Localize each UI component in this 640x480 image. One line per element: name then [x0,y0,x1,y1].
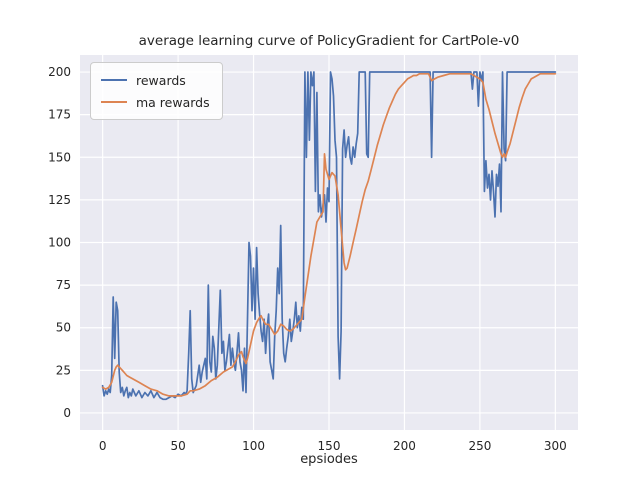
rewards-line-swatch [101,79,127,81]
svg-text:50: 50 [56,321,71,335]
legend-item-rewards: rewards [101,69,210,91]
svg-text:100: 100 [48,236,71,250]
svg-text:100: 100 [242,439,265,453]
svg-text:250: 250 [468,439,491,453]
svg-text:25: 25 [56,363,71,377]
legend-label-rewards: rewards [136,72,186,88]
svg-text:175: 175 [48,108,71,122]
legend: rewards ma rewards [90,62,223,120]
svg-text:150: 150 [48,150,71,164]
chart-title: average learning curve of PolicyGradient… [138,33,520,49]
x-axis-label: epsiodes [300,452,358,467]
svg-text:75: 75 [56,278,71,292]
svg-text:200: 200 [48,65,71,79]
svg-text:50: 50 [170,439,185,453]
svg-text:0: 0 [99,439,107,453]
svg-text:125: 125 [48,193,71,207]
svg-text:0: 0 [63,406,71,420]
svg-text:300: 300 [544,439,567,453]
svg-text:200: 200 [393,439,416,453]
svg-text:150: 150 [318,439,341,453]
legend-item-ma-rewards: ma rewards [101,91,210,113]
ma-rewards-line-swatch [101,101,127,103]
legend-label-ma-rewards: ma rewards [136,94,210,110]
